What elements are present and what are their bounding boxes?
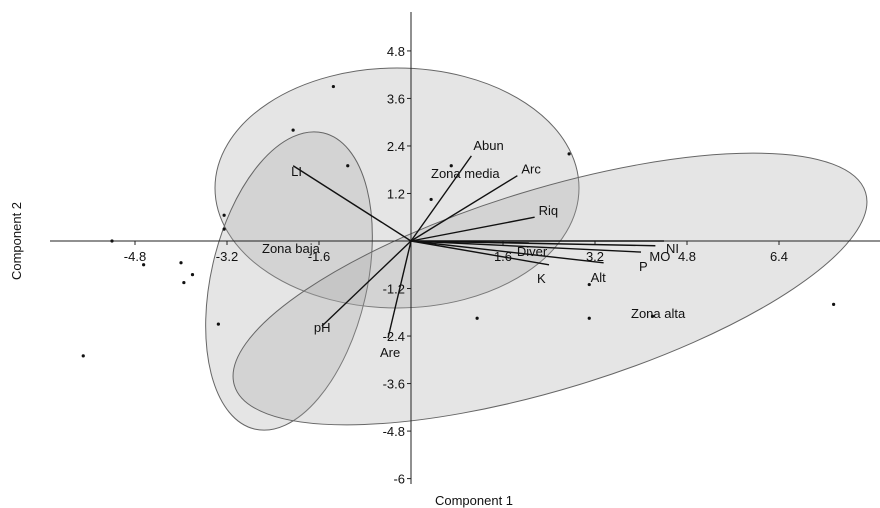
tick-marks: -4.8-3.2-1.61.63.24.86.44.83.62.41.2-1.2… <box>124 44 788 487</box>
ellipse-zona-alta <box>232 152 868 426</box>
data-point <box>587 282 591 287</box>
data-point <box>832 302 836 306</box>
vector-label-riq: Riq <box>539 203 559 218</box>
data-point <box>190 273 195 277</box>
vector-label-li: LI <box>291 164 302 179</box>
data-point <box>222 213 226 217</box>
y-tick-label: 2.4 <box>387 139 405 154</box>
data-point <box>429 197 433 202</box>
vector-mo <box>410 240 656 247</box>
group-labels: Zona baja Zona media Zona alta <box>262 166 686 321</box>
x-tick-label: -3.2 <box>216 249 238 264</box>
data-point <box>222 227 226 231</box>
vector-label-ph: pH <box>314 320 331 335</box>
group-label-zona-alta: Zona alta <box>631 306 686 321</box>
y-tick-label: -2.4 <box>383 329 405 344</box>
vector-label-arc: Arc <box>521 162 541 177</box>
y-axis-title: Component 2 <box>9 202 24 280</box>
data-point <box>142 263 146 267</box>
vector-abun <box>410 155 472 242</box>
x-tick-label: -1.6 <box>308 249 330 264</box>
x-tick-label: 4.8 <box>678 249 696 264</box>
data-point <box>291 128 295 132</box>
data-point <box>216 322 220 326</box>
data-point <box>587 316 591 320</box>
vector-label-abun: Abun <box>473 138 503 153</box>
data-points <box>81 84 836 358</box>
x-tick-label: -4.8 <box>124 249 146 264</box>
y-tick-label: 1.2 <box>387 186 405 201</box>
ellipse-zona-media <box>214 67 580 309</box>
vector-label-alt: Alt <box>591 270 607 285</box>
data-point <box>81 354 85 358</box>
data-point <box>567 152 571 156</box>
vector-arc <box>410 175 518 242</box>
group-ellipses <box>205 67 868 431</box>
vector-label-k: K <box>537 271 546 286</box>
vector-p <box>410 240 642 253</box>
data-point <box>650 314 655 318</box>
ellipse-zona-baja <box>205 131 373 431</box>
y-tick-label: -3.6 <box>383 377 405 392</box>
group-label-zona-baja: Zona baja <box>262 241 321 256</box>
y-tick-label: 4.8 <box>387 44 405 59</box>
vector-ph <box>321 240 412 327</box>
data-point <box>331 84 335 89</box>
y-tick-label: -4.8 <box>383 424 405 439</box>
data-point <box>182 280 186 285</box>
vector-label-are: Are <box>380 345 400 360</box>
vector-label-p: P <box>639 259 648 274</box>
y-tick-label: 3.6 <box>387 91 405 106</box>
y-tick-label: -1.2 <box>383 282 405 297</box>
vector-k <box>410 240 550 266</box>
x-tick-label: 3.2 <box>586 249 604 264</box>
group-label-zona-media: Zona media <box>431 166 500 181</box>
vector-riq <box>410 216 535 242</box>
x-axis-title: Component 1 <box>435 493 513 508</box>
y-tick-label: -6 <box>393 472 405 487</box>
vector-label-ni: NI <box>666 241 679 256</box>
x-tick-label: 6.4 <box>770 249 788 264</box>
data-point <box>110 239 114 243</box>
data-point <box>475 316 479 320</box>
data-point <box>449 164 453 168</box>
vector-are <box>387 240 412 339</box>
vector-label-mo: MO <box>649 249 670 264</box>
data-point <box>179 261 183 265</box>
data-point <box>346 164 350 168</box>
vector-alt <box>410 240 604 264</box>
vector-li <box>292 165 412 242</box>
